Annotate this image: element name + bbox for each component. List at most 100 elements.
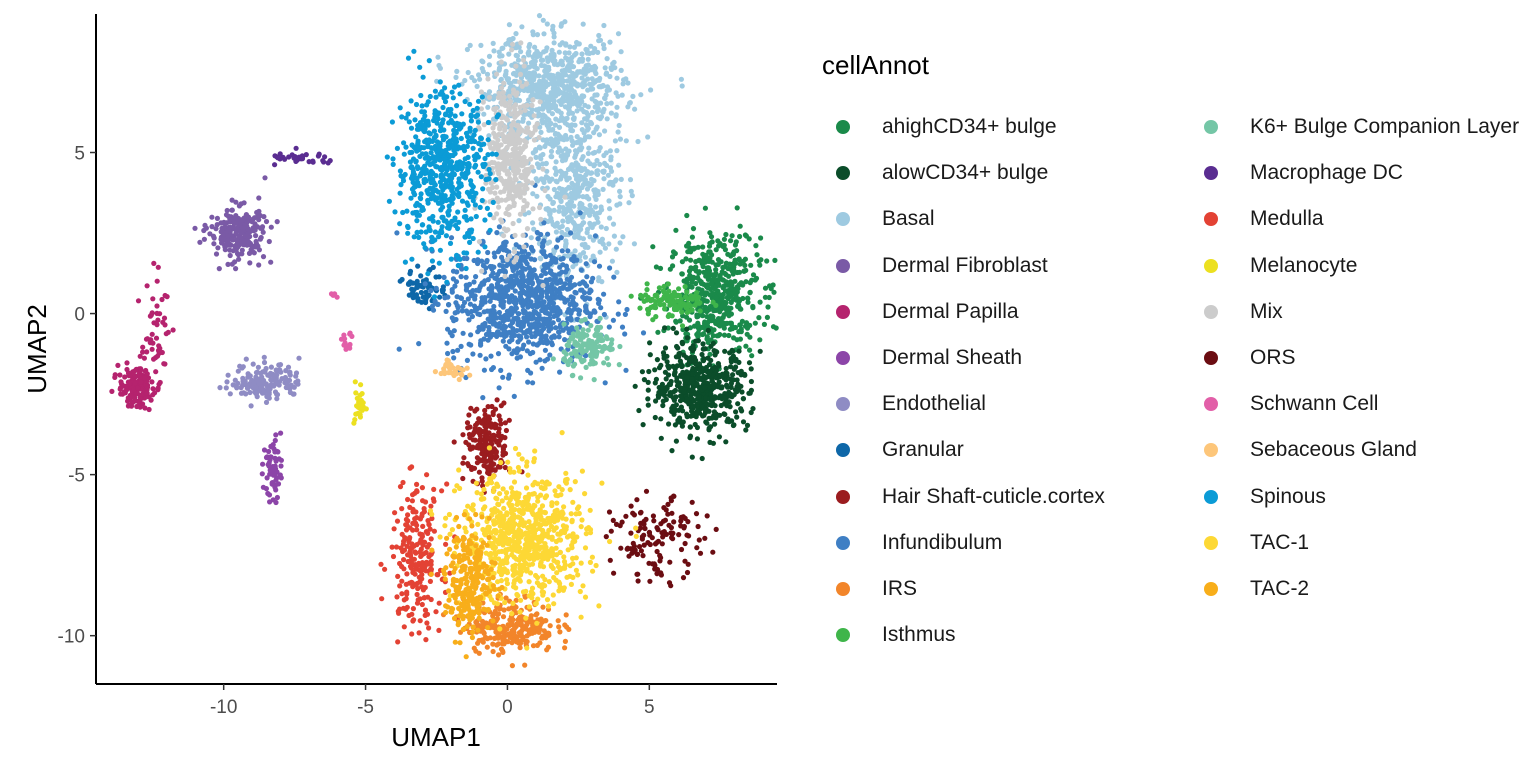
data-point [693,338,699,344]
data-point [566,201,572,207]
data-point [540,322,546,328]
series-dermal-fibroblast [192,175,280,272]
data-point [524,639,530,645]
data-point [581,220,587,226]
data-point [550,126,556,133]
data-point [293,373,299,379]
data-point [601,343,608,349]
data-point [533,294,539,300]
data-point [768,286,774,292]
data-point [703,364,710,371]
data-point [275,481,282,487]
data-point [585,158,591,164]
data-point [670,403,676,409]
data-point [217,385,223,391]
data-point [530,220,536,226]
data-point [170,327,176,333]
data-point [454,309,461,315]
data-point [754,252,760,258]
data-point [499,268,505,274]
data-point [465,461,471,467]
data-point [628,188,634,194]
data-point [729,323,735,330]
data-point [568,80,574,86]
data-point [617,188,623,194]
data-point [562,337,568,343]
data-point [526,339,532,345]
data-point [569,373,576,379]
data-point [695,330,701,336]
data-point [730,348,736,354]
data-point [430,496,436,502]
data-point [155,317,161,323]
data-point [752,320,758,326]
data-point [566,286,572,292]
data-point [227,252,233,259]
data-point [573,71,579,77]
data-point [235,380,241,386]
data-point [491,446,497,452]
data-point [723,231,729,238]
data-point [260,484,266,490]
data-point [593,326,600,333]
data-point [712,403,718,409]
data-point [705,276,711,282]
data-point [721,325,727,331]
data-point [520,274,526,280]
data-point [708,424,714,430]
data-point [532,302,538,308]
data-point [517,71,524,77]
data-point [409,286,415,292]
data-point [690,226,697,232]
data-point [490,641,496,647]
data-point [410,606,416,612]
data-point [399,506,405,512]
series-granular [397,263,452,312]
data-point [722,395,728,401]
data-point [740,282,746,288]
data-point [556,208,562,214]
data-point [500,614,507,620]
data-point [464,46,470,53]
data-point [560,218,566,224]
data-point [272,449,278,455]
data-point [454,68,460,74]
data-point [138,367,144,373]
data-point [359,401,365,407]
data-point [620,81,626,87]
data-point [655,329,661,335]
data-point [285,383,291,389]
data-point [690,387,696,393]
data-point [585,343,592,349]
data-point [737,233,743,240]
data-point [674,306,680,313]
data-point [565,309,571,315]
data-point [211,241,217,247]
data-point [256,217,262,223]
data-point [409,631,415,637]
data-point [561,349,567,355]
data-point [359,391,365,397]
data-point [713,367,720,374]
data-point [511,249,518,255]
data-point [644,297,650,303]
data-point [553,287,559,293]
data-point [712,381,718,387]
data-point [700,341,706,347]
data-point [445,326,451,332]
data-point [522,623,529,630]
data-point [740,396,747,402]
data-point [499,254,505,260]
data-point [550,199,557,206]
data-point [674,298,680,304]
data-point [144,390,150,396]
data-point [241,238,247,244]
data-point [694,424,701,431]
data-point [409,498,415,504]
data-point [507,80,514,86]
data-point [718,402,724,409]
data-point [572,195,578,201]
data-point [584,116,590,122]
data-point [576,234,582,240]
data-point [559,186,565,192]
